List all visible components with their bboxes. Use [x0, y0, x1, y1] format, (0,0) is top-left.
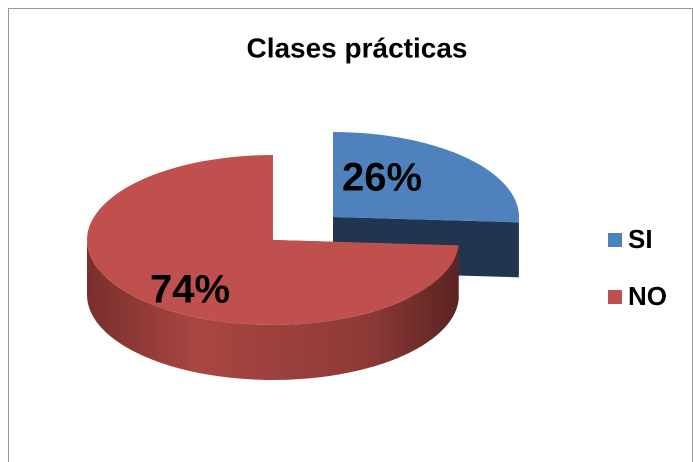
- chart-title: Clases prácticas: [246, 32, 467, 63]
- legend-swatch: [608, 233, 622, 247]
- data-label: 74%: [150, 268, 230, 312]
- legend-label: NO: [628, 281, 667, 311]
- legend-swatch: [608, 290, 622, 304]
- slice: [333, 132, 519, 223]
- data-label: 26%: [342, 156, 422, 200]
- legend-label: SI: [628, 224, 653, 254]
- slice: [86, 155, 459, 325]
- slice-side: [87, 240, 459, 380]
